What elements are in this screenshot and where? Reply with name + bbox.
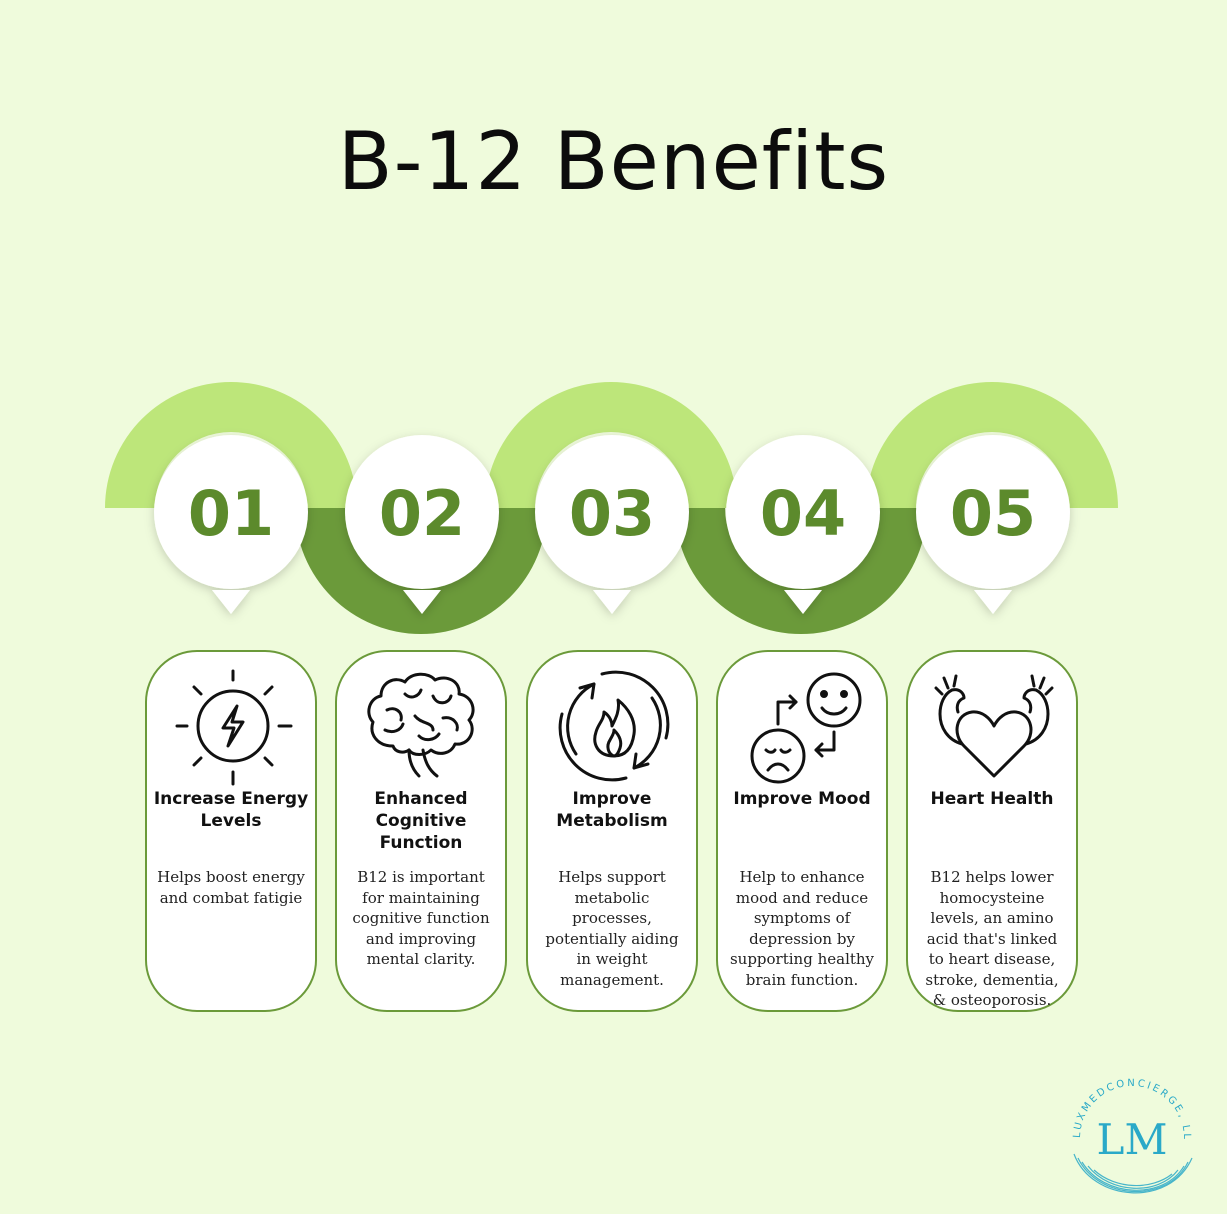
step-number-3: 03: [569, 477, 655, 550]
metabolism-flame-icon: [558, 670, 670, 782]
heart-muscle-icon: [934, 674, 1054, 778]
benefit-card-5: Heart Health B12 helps lower homocystein…: [906, 650, 1078, 1012]
mood-faces-icon: [750, 672, 862, 784]
benefit-heading-1: Increase Energy Levels: [153, 789, 309, 831]
energy-bolt-sun-icon: [175, 669, 293, 786]
benefit-card-1: Increase Energy Levels Helps boost energ…: [145, 650, 317, 1012]
step-pin-2: [345, 435, 499, 614]
benefit-description-3: Helps support metabolic processes, poten…: [545, 868, 679, 989]
wave-arc-1: [105, 382, 357, 508]
wave-arc-4: [675, 508, 927, 634]
step-number-5: 05: [950, 477, 1036, 550]
step-pin-4: [726, 435, 880, 614]
step-number-1: 01: [188, 477, 274, 550]
step-pin-1: [154, 435, 308, 614]
benefit-heading-5: Heart Health: [930, 789, 1054, 809]
benefit-card-2: Enhanced Cognitive Function B12 is impor…: [335, 650, 507, 1012]
benefit-heading-4: Improve Mood: [733, 789, 871, 809]
step-wave: 01 02 03 04 05: [105, 382, 1118, 634]
benefit-description-1: Helps boost energy and combat fatigie: [157, 868, 305, 907]
page-title: B-12 Benefits: [337, 115, 890, 208]
wave-arc-3: [485, 382, 737, 508]
brain-icon: [367, 672, 475, 778]
benefit-description-2: B12 is important for maintaining cogniti…: [352, 868, 490, 968]
step-number-4: 04: [760, 477, 846, 550]
step-pin-3: [535, 435, 689, 614]
step-number-2: 02: [379, 477, 465, 550]
wave-arc-2: [295, 508, 547, 634]
benefit-card-3: Improve Metabolism Helps support metabol…: [526, 650, 698, 1012]
benefit-heading-2: Enhanced Cognitive Function: [374, 789, 468, 853]
benefit-heading-3: Improve Metabolism: [556, 789, 668, 831]
wave-arc-5: [866, 382, 1118, 508]
luxmed-logo: LUXMEDCONCIERGE, LLC LM: [1052, 1062, 1193, 1194]
logo-monogram: LM: [1097, 1115, 1168, 1164]
benefit-description-5: B12 helps lower homocysteine levels, an …: [925, 868, 1059, 1009]
benefit-card-4: Improve Mood Help to enhance mood and re…: [716, 650, 888, 1012]
benefit-description-4: Help to enhance mood and reduce symptoms…: [729, 868, 875, 989]
step-pin-5: [916, 435, 1070, 614]
